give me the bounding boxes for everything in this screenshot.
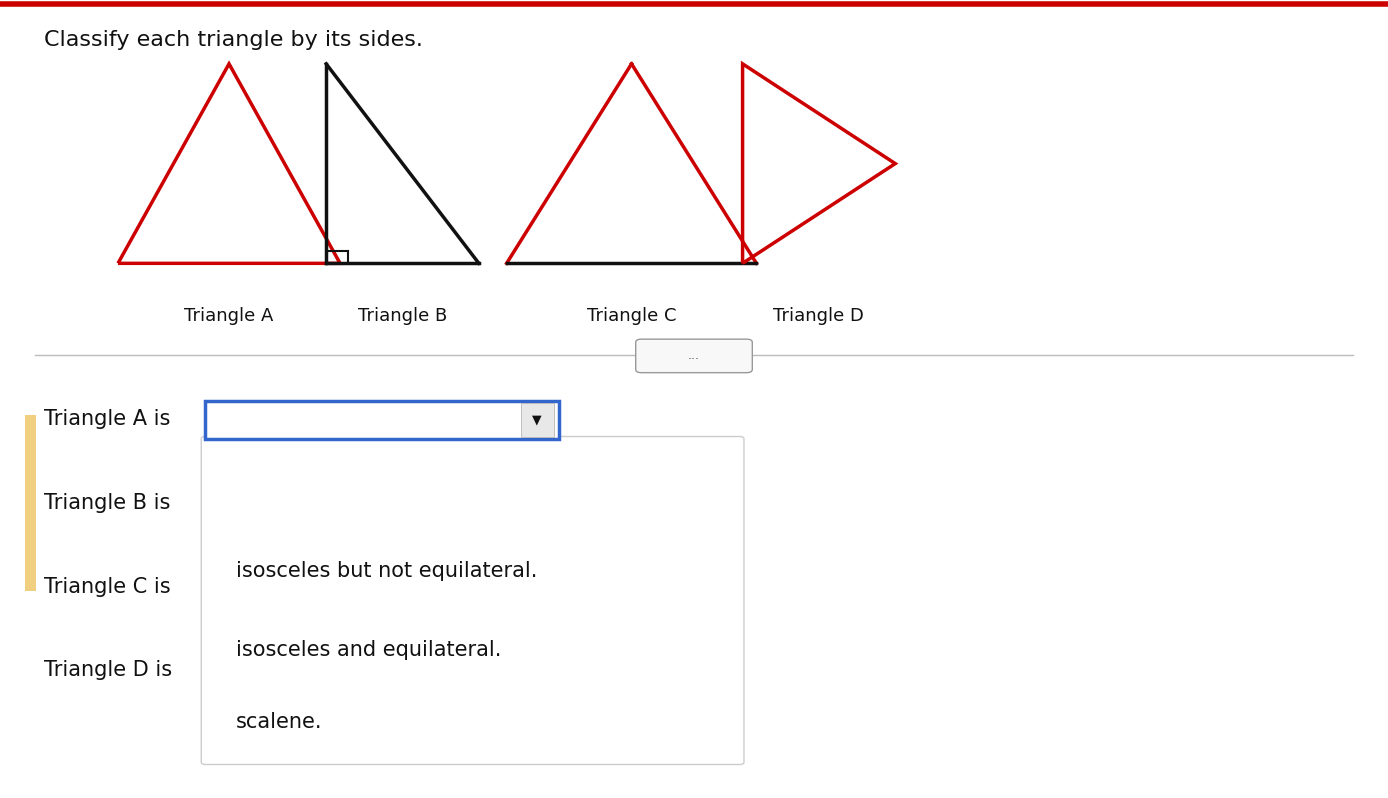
Text: Triangle A is: Triangle A is xyxy=(44,409,171,429)
FancyBboxPatch shape xyxy=(520,403,554,437)
FancyBboxPatch shape xyxy=(205,401,559,439)
Text: Triangle D is: Triangle D is xyxy=(44,660,172,681)
Text: Triangle D: Triangle D xyxy=(773,307,865,326)
Text: Classify each triangle by its sides.: Classify each triangle by its sides. xyxy=(44,30,423,50)
Text: isosceles but not equilateral.: isosceles but not equilateral. xyxy=(236,560,537,581)
FancyBboxPatch shape xyxy=(25,415,36,591)
FancyBboxPatch shape xyxy=(201,437,744,764)
Text: isosceles and equilateral.: isosceles and equilateral. xyxy=(236,640,501,661)
Text: ...: ... xyxy=(688,350,700,362)
FancyBboxPatch shape xyxy=(636,339,752,373)
Text: scalene.: scalene. xyxy=(236,712,322,733)
Text: ▼: ▼ xyxy=(533,413,541,426)
Text: Triangle B: Triangle B xyxy=(358,307,447,326)
Text: Triangle C is: Triangle C is xyxy=(44,576,171,597)
Text: Triangle A: Triangle A xyxy=(185,307,273,326)
Text: Triangle C: Triangle C xyxy=(587,307,676,326)
Text: Triangle B is: Triangle B is xyxy=(44,492,171,513)
